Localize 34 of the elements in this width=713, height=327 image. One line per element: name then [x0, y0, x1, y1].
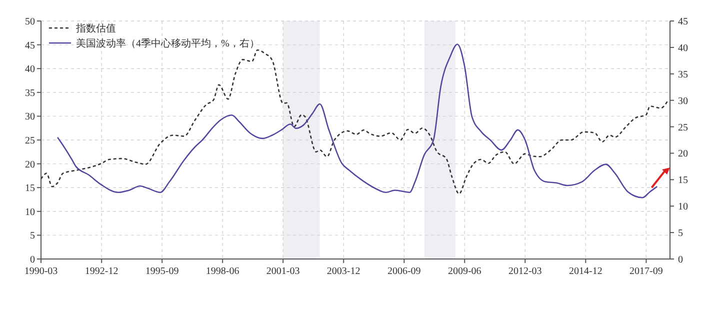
y2-tick-label: 40 — [678, 42, 688, 54]
x-tick-label: 1998-06 — [206, 266, 240, 277]
y2-tick-label: 10 — [678, 202, 688, 213]
x-tick-label: 2014-12 — [568, 266, 602, 277]
y2-tick-label: 5 — [678, 228, 683, 240]
x-tick-label: 2009-06 — [448, 266, 482, 277]
x-tick-label: 1992-12 — [84, 266, 118, 277]
x-tick-label: 1990-03 — [24, 266, 58, 277]
y2-tick-label: 20 — [678, 148, 688, 160]
y-tick-label: 40 — [25, 64, 35, 76]
y-tick-label: 5 — [30, 230, 35, 242]
y-tick-label: 20 — [25, 159, 35, 170]
x-tick-label: 2006-09 — [387, 266, 421, 277]
y-tick-label: 10 — [25, 206, 35, 218]
y2-tick-label: 45 — [678, 16, 688, 28]
x-tick-label: 2001-03 — [266, 266, 300, 277]
x-tick-label: 2012-03 — [508, 266, 542, 277]
y-tick-label: 0 — [30, 254, 35, 266]
x-tick-label: 2017-09 — [630, 266, 663, 277]
y-tick-label: 45 — [25, 40, 35, 52]
legend-label: 美国波动率（4季中心移动平均，%，右） — [76, 38, 260, 50]
y2-tick-label: 30 — [678, 96, 688, 107]
y-tick-label: 35 — [25, 88, 35, 99]
y2-tick-label: 25 — [678, 122, 688, 134]
legend-label: 指数估值 — [75, 22, 116, 34]
y2-tick-label: 0 — [678, 254, 683, 266]
x-tick-label: 1995-09 — [145, 266, 179, 277]
y2-tick-label: 15 — [678, 175, 688, 186]
y2-tick-label: 35 — [678, 69, 688, 80]
y-tick-label: 30 — [25, 112, 35, 123]
y-tick-label: 50 — [25, 16, 35, 28]
y-tick-label: 25 — [25, 136, 35, 146]
y-tick-label: 15 — [25, 183, 35, 194]
x-tick-label: 2003-12 — [326, 266, 360, 277]
